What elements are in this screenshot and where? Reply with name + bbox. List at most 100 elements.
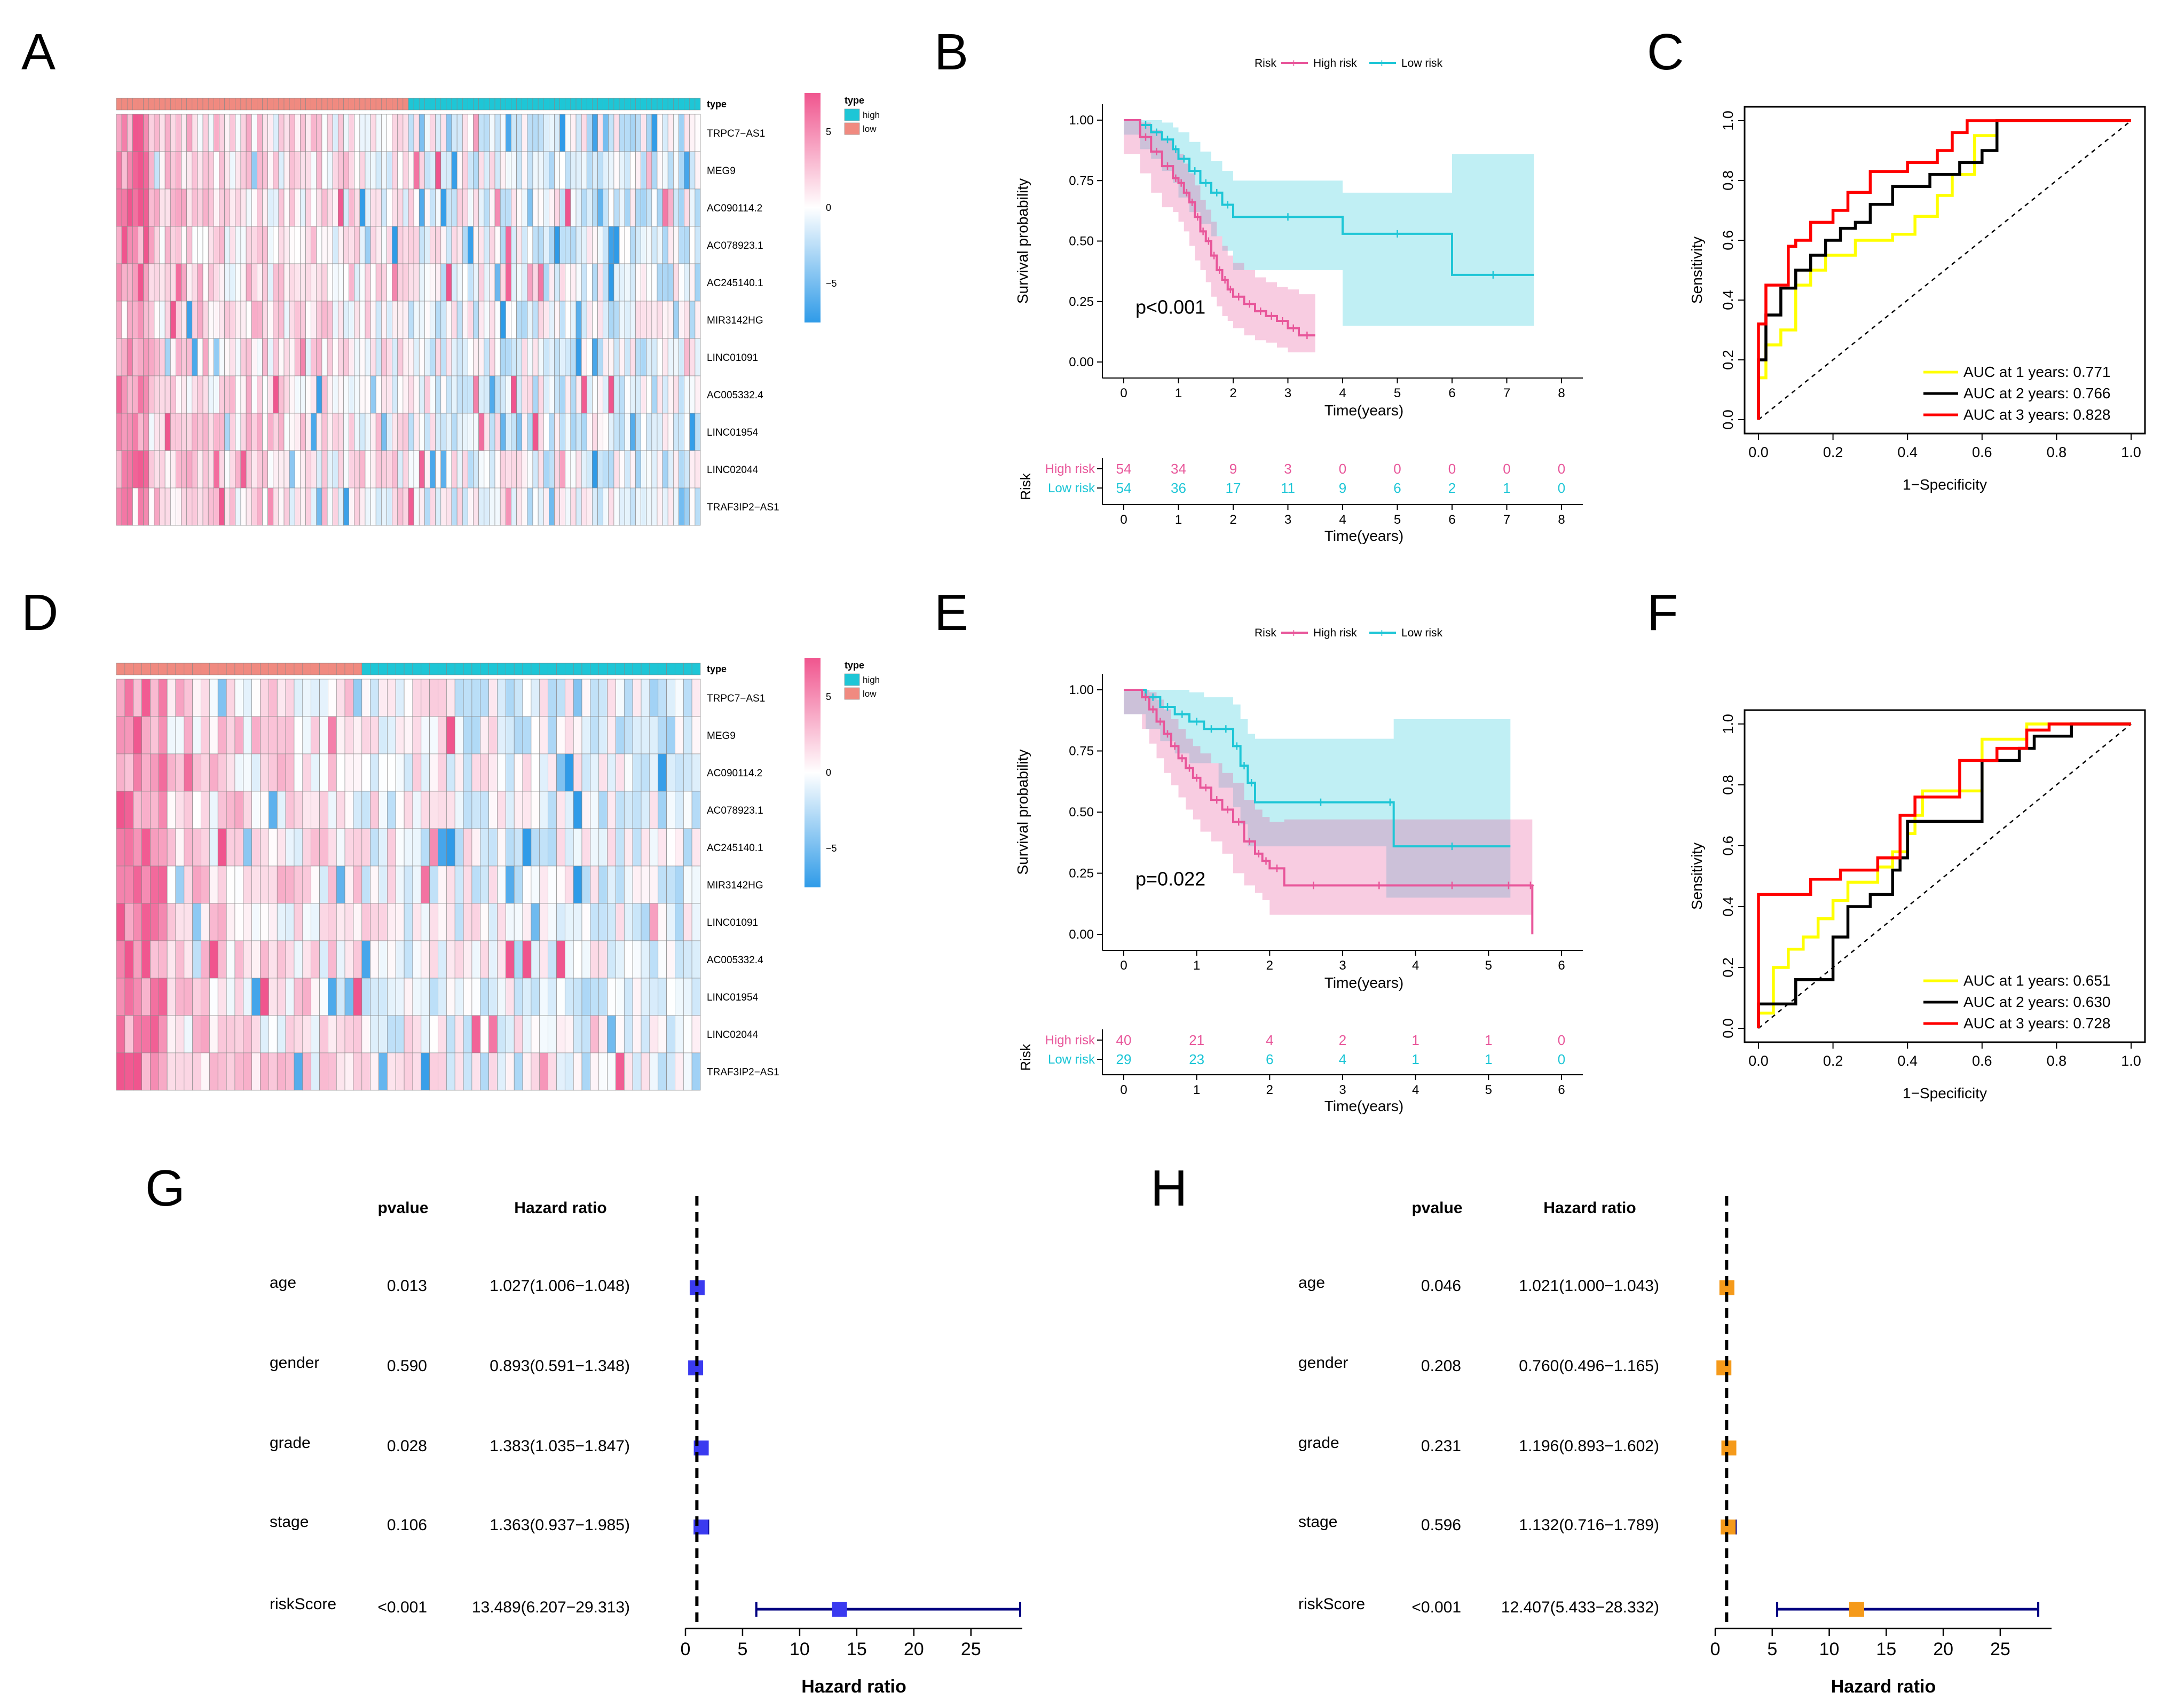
heatmap-cell — [124, 716, 134, 754]
risk-count: 0 — [1339, 461, 1346, 477]
heatmap-cell — [300, 301, 306, 339]
heatmap-cell — [619, 226, 625, 264]
heatmap-cell — [201, 903, 210, 941]
heatmap-cell — [478, 450, 485, 489]
heatmap-cell — [154, 151, 160, 190]
heatmap-cell — [649, 753, 659, 792]
heatmap-cell — [565, 114, 571, 152]
heatmap-cell — [675, 903, 684, 941]
low-risk-censor-mark — [1172, 145, 1180, 153]
annotation-cell — [649, 663, 659, 675]
heatmap-cell — [234, 753, 244, 792]
heatmap-cell — [511, 487, 517, 526]
heatmap-cell — [243, 679, 253, 717]
x-axis-title: Hazard ratio — [801, 1676, 906, 1697]
high-risk-censor-mark — [1504, 881, 1512, 890]
heatmap-cell — [651, 151, 658, 190]
heatmap-cell — [243, 716, 253, 754]
heatmap-cell — [592, 375, 598, 414]
heatmap-cell — [154, 375, 160, 414]
heatmap-cell — [673, 338, 679, 376]
heatmap-cell — [603, 114, 609, 152]
heatmap-cell — [408, 188, 414, 227]
heatmap-cell — [666, 940, 675, 979]
heatmap-cell — [468, 338, 474, 376]
heatmap-cell — [586, 188, 593, 227]
heatmap-cell — [395, 679, 405, 717]
heatmap-cell — [468, 188, 474, 227]
heatmap-cell — [438, 791, 447, 829]
heatmap-cell — [462, 188, 468, 227]
heatmap-cell — [408, 263, 414, 302]
heatmap-cell — [116, 263, 122, 302]
heatmap-cell — [522, 679, 532, 717]
heatmap-cell — [570, 450, 577, 489]
heatmap-cell — [424, 450, 430, 489]
heatmap-cell — [294, 753, 303, 792]
heatmap-cell — [277, 940, 286, 979]
annotation-cell — [598, 663, 608, 675]
heatmap-cell — [438, 1015, 447, 1053]
annotation-cell — [565, 98, 571, 111]
heatmap-cell — [404, 753, 413, 792]
heatmap-cell — [370, 903, 379, 941]
heatmap-cell — [575, 301, 582, 339]
heatmap-cell — [691, 716, 701, 754]
heatmap-cell — [235, 263, 241, 302]
heatmap-cell — [516, 263, 523, 302]
heatmap-cell — [192, 903, 201, 941]
heatmap-cell — [641, 226, 647, 264]
heatmap-cell — [516, 375, 523, 414]
heatmap-cell — [632, 1015, 642, 1053]
heatmap-cell — [175, 716, 185, 754]
heatmap-cell — [148, 375, 155, 414]
heatmap-cell — [684, 487, 690, 526]
risk-count: 54 — [1116, 480, 1132, 496]
row-pvalue: 0.028 — [387, 1437, 427, 1455]
x-tick-label: 0.6 — [1972, 1053, 1992, 1069]
heatmap-cell — [321, 226, 328, 264]
heatmap-cell — [395, 828, 405, 867]
heatmap-cell — [429, 978, 438, 1016]
heatmap-cell — [424, 487, 430, 526]
annotation-cell — [581, 98, 587, 111]
heatmap-cell — [651, 413, 658, 451]
annotation-cell — [573, 663, 582, 675]
heatmap-cell — [489, 263, 495, 302]
heatmap-cell — [412, 865, 422, 904]
heatmap-cell — [404, 978, 413, 1016]
heatmap-cell — [251, 978, 261, 1016]
heatmap-cell — [387, 114, 392, 152]
heatmap-cell — [328, 940, 337, 979]
heatmap-cell — [548, 679, 557, 717]
heatmap-cell — [167, 828, 176, 867]
heatmap-cell — [554, 188, 560, 227]
heatmap-cell — [556, 1052, 565, 1091]
heatmap-cell — [170, 263, 176, 302]
heatmap-cell — [243, 940, 253, 979]
heatmap-cell — [421, 1015, 430, 1053]
panel-label-f: F — [1647, 584, 1678, 641]
heatmap-cell — [592, 450, 598, 489]
heatmap-cell — [581, 263, 587, 302]
heatmap-cell — [597, 375, 604, 414]
heatmap-cell — [181, 151, 187, 190]
heatmap-cell — [468, 450, 474, 489]
high-risk-censor-mark — [1245, 837, 1253, 845]
annotation-cell — [267, 98, 274, 111]
km-panel-e: Risk + High risk + Low risk0.000.250.500.751… — [1014, 626, 1583, 1114]
heatmap-cell — [662, 413, 668, 451]
heatmap-cell — [683, 978, 692, 1016]
heatmap-cell — [632, 716, 642, 754]
heatmap-cell — [246, 188, 252, 227]
heatmap-cell — [246, 151, 252, 190]
heatmap-cell — [635, 188, 641, 227]
annotation-cell — [343, 98, 349, 111]
heatmap-cell — [598, 679, 608, 717]
heatmap-cell — [649, 903, 659, 941]
annotation-cell — [607, 663, 616, 675]
heatmap-cell — [471, 716, 481, 754]
heatmap-cell — [294, 865, 303, 904]
heatmap-cell — [658, 865, 667, 904]
heatmap-cell — [548, 865, 557, 904]
